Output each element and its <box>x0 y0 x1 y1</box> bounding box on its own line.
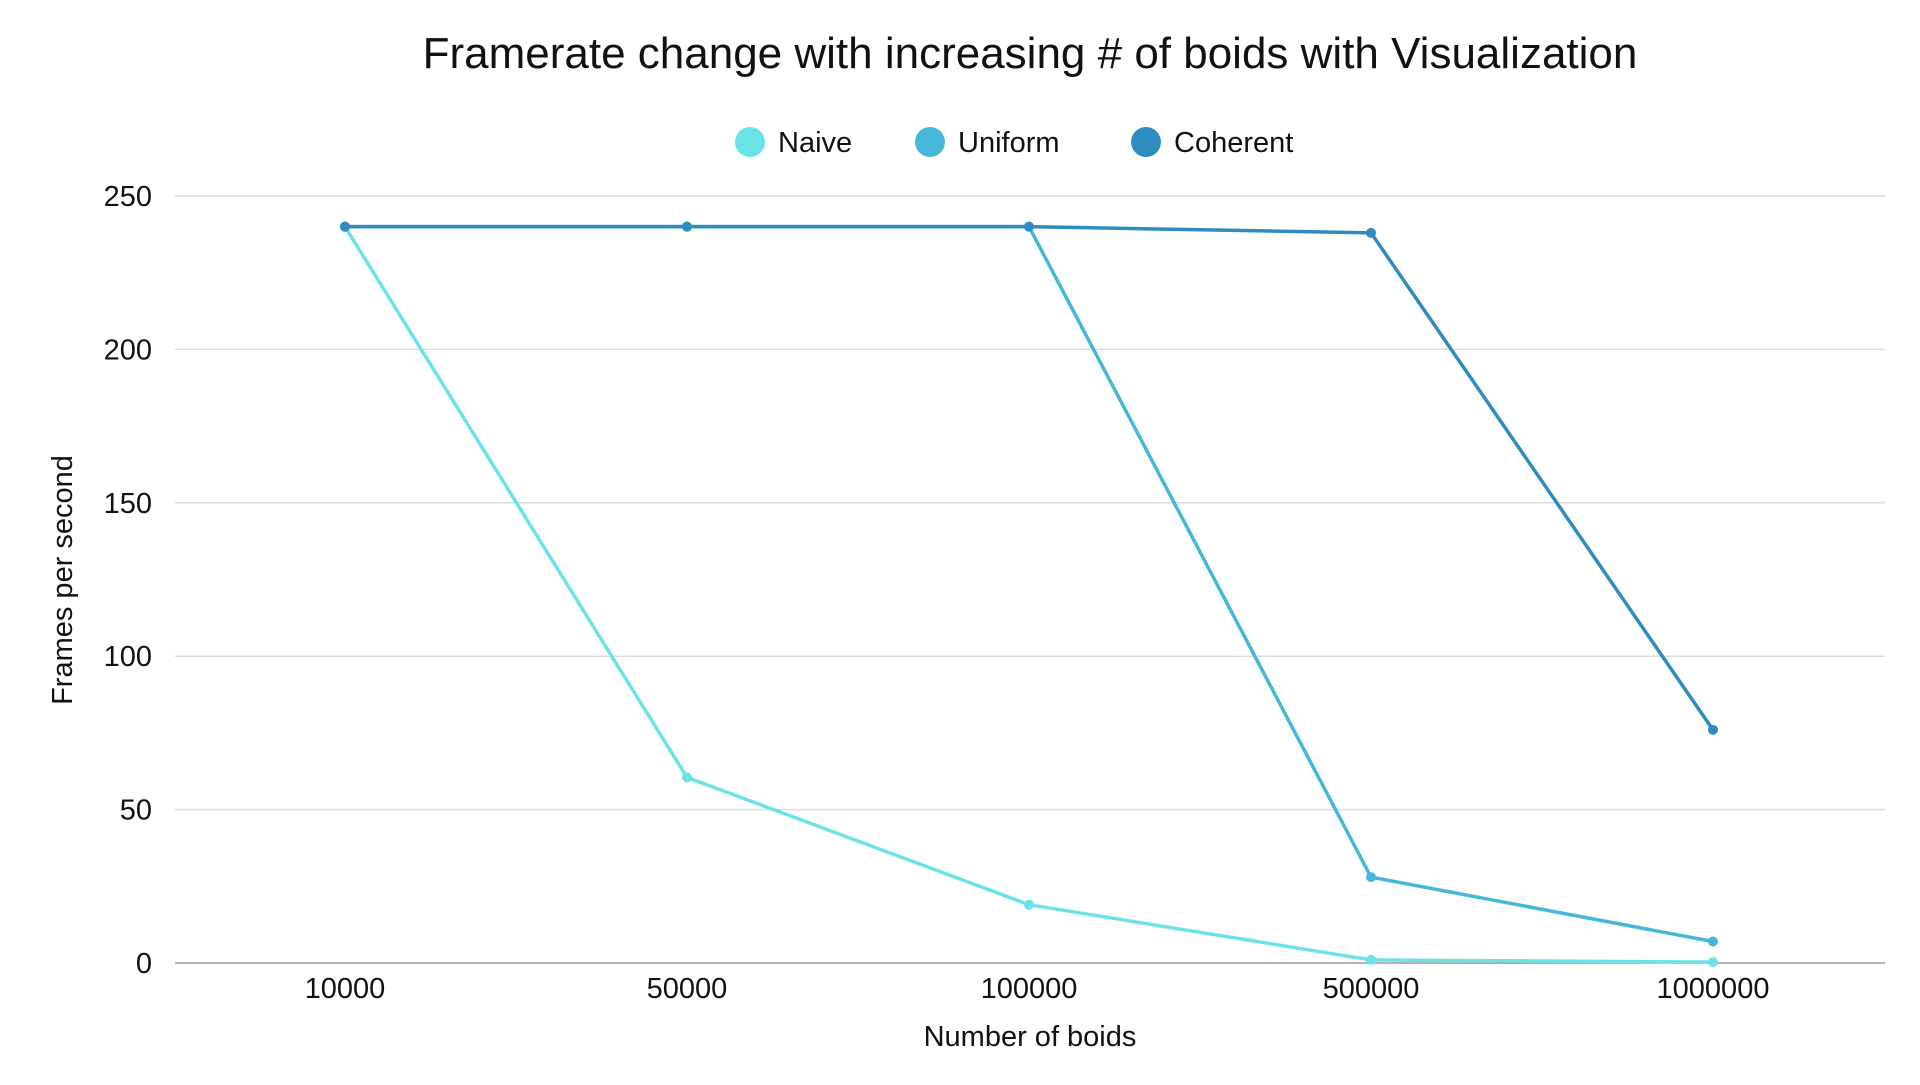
legend-swatch <box>915 127 945 157</box>
data-point-naive <box>1024 899 1034 910</box>
legend-item-coherent: Coherent <box>1131 127 1293 159</box>
gridlines <box>175 195 1885 811</box>
legend-label: Coherent <box>1174 127 1293 159</box>
x-tick-label: 50000 <box>647 973 728 1005</box>
chart-title: Framerate change with increasing # of bo… <box>423 29 1638 78</box>
y-tick-label: 150 <box>104 488 152 520</box>
data-point-coherent <box>1708 724 1718 735</box>
legend-label: Uniform <box>958 127 1060 159</box>
data-point-coherent <box>1366 227 1376 238</box>
legend-label: Naive <box>778 127 852 159</box>
x-tick-label: 1000000 <box>1657 973 1770 1005</box>
x-axis-label: Number of boids <box>924 1021 1137 1053</box>
x-tick-label: 500000 <box>1323 973 1420 1005</box>
y-axis-ticks: 0 50 100 150 200 250 <box>104 181 152 980</box>
x-tick-label: 10000 <box>305 973 386 1005</box>
legend-item-naive: Naive <box>735 127 852 159</box>
y-axis-label: Frames per second <box>47 455 79 705</box>
series-naive <box>340 221 1718 968</box>
series-line-uniform <box>343 224 1715 944</box>
series-layer <box>340 221 1718 968</box>
x-axis-ticks: 10000 50000 100000 500000 1000000 <box>305 973 1770 1005</box>
x-tick-label: 100000 <box>981 973 1078 1005</box>
y-tick-label: 0 <box>136 948 152 980</box>
y-tick-label: 200 <box>104 334 152 366</box>
data-point-uniform <box>1708 936 1718 947</box>
y-tick-label: 100 <box>104 641 152 673</box>
data-point-naive <box>682 772 692 783</box>
series-coherent <box>340 221 1718 735</box>
legend: Naive Uniform Coherent <box>735 127 1293 159</box>
data-point-coherent <box>682 221 692 232</box>
data-point-coherent <box>340 221 350 232</box>
data-point-naive <box>1366 954 1376 965</box>
series-uniform <box>340 221 1718 947</box>
series-line-naive <box>343 224 1715 964</box>
y-tick-label: 250 <box>104 181 152 213</box>
data-point-uniform <box>1366 872 1376 883</box>
legend-item-uniform: Uniform <box>915 127 1060 159</box>
legend-swatch <box>1131 127 1161 157</box>
y-tick-label: 50 <box>120 795 152 827</box>
data-point-naive <box>1708 957 1718 968</box>
series-line-coherent <box>343 224 1715 732</box>
data-point-coherent <box>1024 221 1034 232</box>
legend-swatch <box>735 127 765 157</box>
